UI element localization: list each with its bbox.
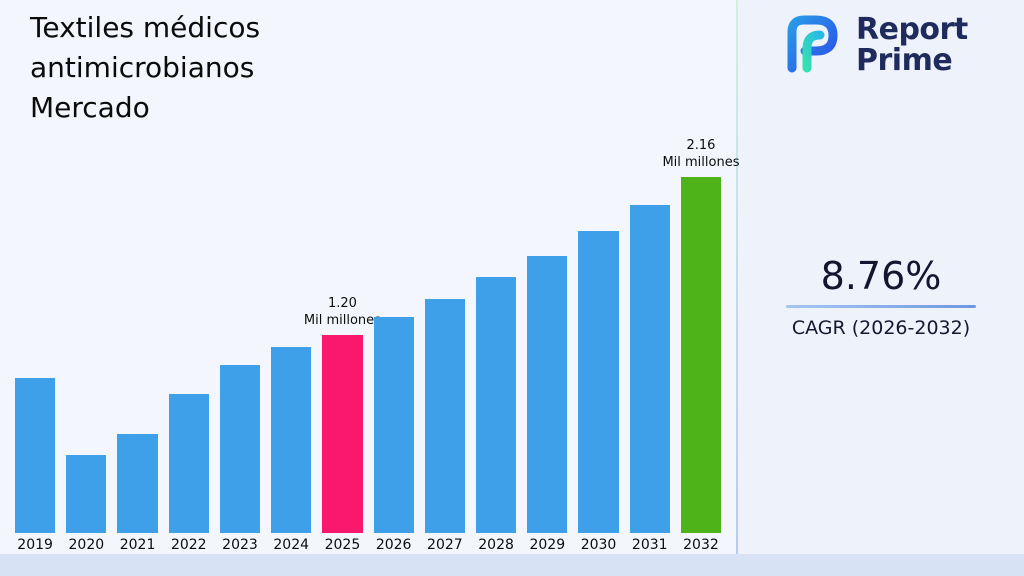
bar-column-2027: 2027 xyxy=(424,299,465,554)
x-tick-label-2029: 2029 xyxy=(529,537,566,553)
bar-column-2032: 2.16 Mil millones 2032 xyxy=(662,138,739,554)
cagr-label: CAGR (2026-2032) xyxy=(791,317,971,339)
bar-column-2024: 2024 xyxy=(271,347,312,554)
cagr-stat: 8.76% CAGR (2026-2032) xyxy=(740,254,1022,339)
page-title: Textiles médicos antimicrobianos Mercado xyxy=(30,11,261,125)
bar-2028 xyxy=(475,277,517,533)
cagr-underline xyxy=(786,305,976,308)
vertical-divider xyxy=(736,0,738,576)
x-tick-label-2020: 2020 xyxy=(68,537,105,553)
x-tick-label-2032: 2032 xyxy=(683,537,719,553)
bar-column-2031: 2031 xyxy=(629,205,670,554)
bar-column-2019: 2019 xyxy=(15,378,56,554)
bar-2029 xyxy=(527,256,568,533)
x-tick-label-2024: 2024 xyxy=(273,537,310,553)
bar-column-2029: 2029 xyxy=(527,256,568,554)
bar-2024 xyxy=(271,347,312,533)
bar-column-2030: 2030 xyxy=(578,231,619,554)
bar-2023 xyxy=(219,365,261,533)
cagr-value: 8.76% xyxy=(820,254,942,298)
x-tick-label-2022: 2022 xyxy=(170,537,207,553)
bar-column-2025: 1.20 Mil millones 2025 xyxy=(304,296,381,554)
x-tick-label-2027: 2027 xyxy=(427,537,463,553)
bar-column-2028: 2028 xyxy=(475,277,517,554)
bar-2031 xyxy=(629,205,670,533)
bar-annotation-2032: 2.16 Mil millones xyxy=(662,138,740,171)
x-tick-label-2025: 2025 xyxy=(324,537,361,553)
bar-2025 xyxy=(322,335,363,533)
bar-2021 xyxy=(117,434,158,533)
bar-column-2022: 2022 xyxy=(168,394,209,554)
x-tick-label-2030: 2030 xyxy=(580,537,617,553)
logo-word-prime: Prime xyxy=(856,43,953,78)
bar-2030 xyxy=(578,231,619,533)
bar-2019 xyxy=(15,378,56,533)
x-tick-label-2026: 2026 xyxy=(375,537,412,553)
report-prime-logo: Report Prime xyxy=(772,12,968,78)
bar-column-2021: 2021 xyxy=(117,434,158,554)
bar-annotation-2025: 1.20 Mil millones xyxy=(303,296,381,329)
report-prime-logo-text: Report Prime xyxy=(856,11,968,78)
x-tick-label-2031: 2031 xyxy=(631,537,668,553)
bar-2032 xyxy=(680,177,722,533)
x-tick-label-2019: 2019 xyxy=(17,537,53,553)
bar-2022 xyxy=(168,394,209,533)
bar-chart: 2019 2020 2021 2022 2023 2024 1.20 Mil millone… xyxy=(15,138,739,554)
x-tick-label-2028: 2028 xyxy=(478,537,514,553)
x-tick-label-2021: 2021 xyxy=(119,537,156,553)
bar-column-2023: 2023 xyxy=(219,365,261,554)
report-prime-logo-icon xyxy=(772,12,844,78)
bar-2027 xyxy=(424,299,465,533)
bar-column-2020: 2020 xyxy=(66,455,107,554)
bottom-accent-band xyxy=(0,554,1024,576)
logo-word-report: Report xyxy=(856,11,968,47)
right-panel xyxy=(738,0,1024,554)
bar-2026 xyxy=(373,317,414,533)
bar-column-2026: 2026 xyxy=(373,317,414,554)
bar-2020 xyxy=(66,455,107,533)
x-tick-label-2023: 2023 xyxy=(222,537,258,553)
